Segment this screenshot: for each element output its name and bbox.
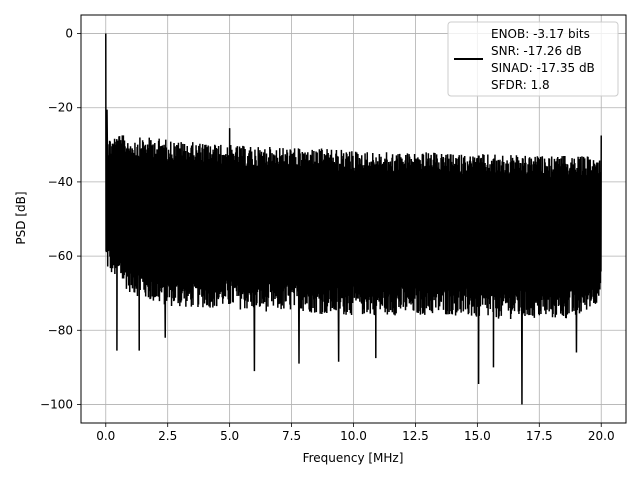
x-axis-label: Frequency [MHz] [303, 451, 404, 465]
legend-line-snr: SNR: -17.26 dB [491, 44, 582, 58]
x-tick-label: 7.5 [282, 429, 301, 443]
axes-layer: 0.0 2.5 5.0 7.5 10.0 12.5 15.0 17.5 20.0 0 −20 −40 −… [40, 14, 627, 443]
x-tick-label: 20.0 [588, 429, 615, 443]
legend-box [447, 21, 619, 97]
y-tick-label: −20 [48, 101, 73, 115]
x-tick-label: 10.0 [340, 429, 367, 443]
y-tick-label: −40 [48, 175, 73, 189]
x-tick-label: 12.5 [402, 429, 429, 443]
legend: ENOB: -3.17 bits SNR: -17.26 dB SINAD: -… [447, 21, 619, 97]
x-tick-label: 0.0 [96, 429, 115, 443]
y-tick-label: 0 [65, 27, 73, 41]
y-tick-label: −60 [48, 249, 73, 263]
y-axis-label: PSD [dB] [14, 191, 28, 244]
legend-line-enob: ENOB: -3.17 bits [491, 27, 590, 41]
x-tick-label: 5.0 [220, 429, 239, 443]
y-tick-label: −100 [40, 397, 73, 411]
data-layer [105, 33, 602, 405]
legend-line-sfdr: SFDR: 1.8 [491, 78, 550, 92]
series-line-psd [105, 33, 602, 405]
x-tick-label: 15.0 [464, 429, 491, 443]
y-tick-label: −80 [48, 323, 73, 337]
legend-line-sinad: SINAD: -17.35 dB [491, 61, 595, 75]
x-tick-label: 2.5 [158, 429, 177, 443]
x-tick-label: 17.5 [526, 429, 553, 443]
